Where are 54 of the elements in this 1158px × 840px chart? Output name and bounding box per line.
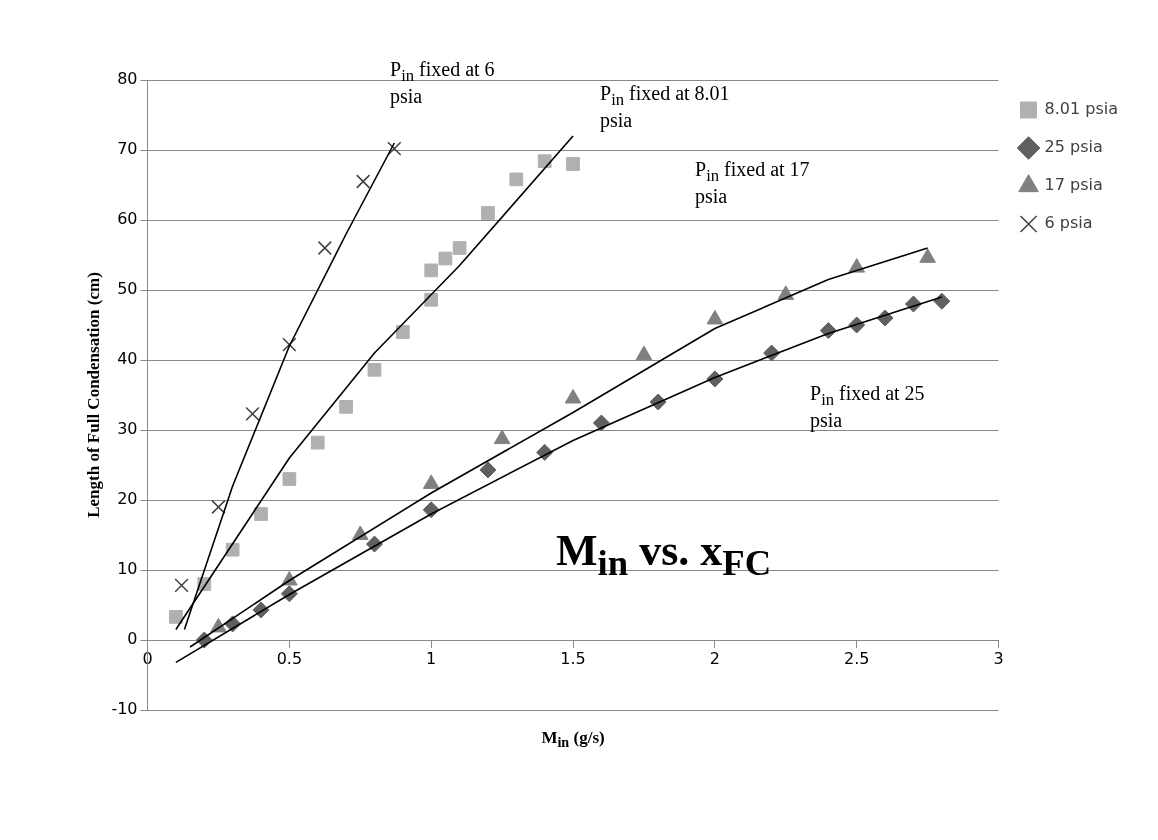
y-tick-label: -10 — [111, 699, 138, 719]
point — [424, 263, 439, 278]
point — [479, 461, 497, 479]
text: M$_{in}$ vs. x$_{FC}$ — [556, 525, 772, 584]
point — [537, 154, 552, 169]
y-tick-label: 80 — [117, 69, 138, 89]
x-tick-label: 3 — [993, 648, 1004, 668]
point — [395, 325, 410, 339]
point — [592, 414, 610, 432]
point — [387, 141, 402, 156]
y-tick-label: 40 — [117, 349, 138, 369]
point — [317, 240, 332, 256]
point — [564, 389, 582, 404]
point — [254, 507, 268, 521]
legend-label: 17 psia — [1044, 175, 1103, 195]
x-tick-label: 2 — [709, 648, 720, 668]
annotation: P$_{in}$ fixed at 6 psia — [390, 58, 496, 108]
annotation: P$_{in}$ fixed at 25 psia — [810, 382, 926, 432]
point — [282, 472, 297, 486]
x-tick-label: 0.5 — [276, 648, 303, 668]
legend-label: 8.01 psia — [1044, 99, 1118, 119]
legend-label: 6 psia — [1044, 213, 1093, 233]
annotation: P$_{in}$ fixed at 8.01 psia — [600, 82, 731, 132]
point — [635, 345, 653, 361]
point — [438, 251, 453, 266]
point — [169, 610, 183, 624]
point — [493, 429, 511, 445]
x-tick-label: 1 — [426, 648, 437, 668]
y-tick-label: 50 — [117, 279, 138, 299]
x-tick-label: 2.5 — [843, 648, 870, 668]
y-tick-label: 10 — [117, 559, 138, 579]
y-tick-label: 0 — [127, 629, 138, 649]
point — [211, 499, 226, 515]
y-tick-label: 70 — [117, 139, 138, 159]
point — [509, 172, 524, 187]
point — [481, 206, 495, 220]
point — [310, 435, 325, 450]
point — [367, 362, 382, 377]
x-axis-title: M$_{in}$ (g/s) — [541, 728, 605, 752]
point — [174, 578, 189, 593]
point — [339, 400, 353, 414]
point — [282, 337, 297, 352]
point — [452, 241, 467, 255]
point — [933, 292, 951, 310]
legend-label: 25 psia — [1044, 137, 1103, 157]
point — [566, 157, 580, 171]
y-tick-label: 20 — [117, 489, 138, 509]
y-tick-label: 30 — [117, 419, 138, 439]
point — [245, 406, 260, 422]
y-tick-label: 60 — [117, 209, 138, 229]
y-axis-title: Length of Full Condensation (cm) — [83, 272, 103, 518]
annotation: P$_{in}$ fixed at 17 psia — [695, 158, 811, 208]
x-tick-label: 1.5 — [560, 648, 586, 668]
point — [356, 174, 371, 189]
